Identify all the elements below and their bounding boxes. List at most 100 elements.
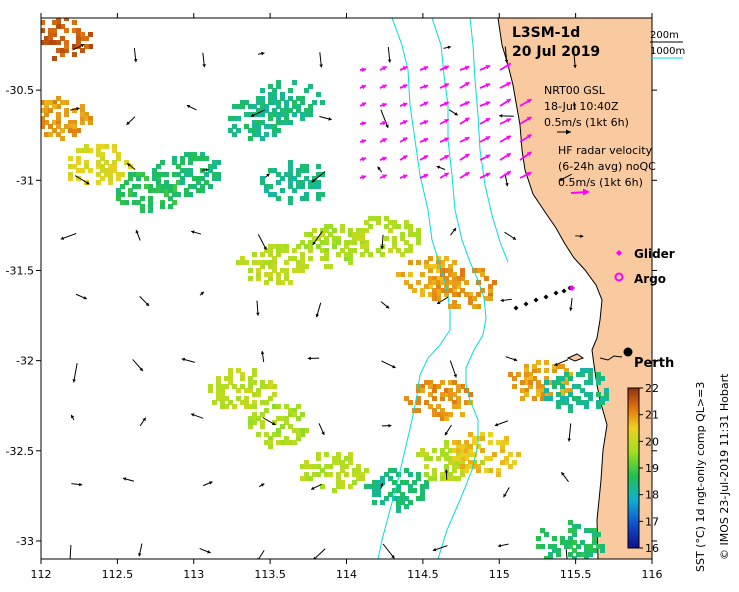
current-arrow	[257, 51, 265, 56]
colorbar-tick-label: 21	[645, 409, 659, 422]
radar-scale: 0.5m/s (1kt 6h)	[558, 176, 643, 189]
current-arrow	[436, 165, 446, 170]
current-arrow	[313, 548, 326, 559]
glider-position	[523, 301, 529, 307]
sst-patch	[41, 96, 93, 141]
sst-patch	[364, 468, 429, 513]
current-arrow	[419, 120, 429, 125]
y-axis: -30.5 -31 -31.5 -32 -32.5 -33	[6, 84, 657, 548]
current-arrow	[181, 357, 195, 363]
current-arrow	[479, 154, 491, 161]
perth-label: Perth	[634, 356, 674, 371]
current-arrow	[379, 137, 388, 143]
current-arrow	[499, 62, 512, 71]
current-arrow	[439, 101, 450, 107]
current-arrow	[439, 154, 450, 161]
current-arrow	[399, 84, 408, 89]
current-arrow	[379, 65, 388, 71]
current-arrow	[519, 98, 532, 107]
x-tick-label: 113	[183, 568, 204, 581]
current-arrow	[419, 66, 429, 71]
current-arrow	[499, 114, 514, 118]
current-arrow	[479, 101, 491, 107]
current-arrow	[138, 543, 143, 557]
current-arrow	[312, 231, 323, 246]
current-arrow	[202, 52, 206, 68]
sst-patch	[300, 452, 369, 493]
glider-position	[561, 288, 567, 294]
colorbar-tick-label: 17	[645, 515, 659, 528]
current-arrow	[359, 67, 367, 73]
current-arrow	[380, 301, 390, 309]
current-arrow	[439, 172, 450, 179]
current-arrow	[260, 350, 265, 362]
current-arrow	[201, 167, 209, 172]
current-arrow	[359, 121, 367, 126]
current-arrow	[499, 170, 512, 179]
current-arrow	[439, 65, 450, 71]
current-arrow	[75, 293, 88, 300]
current-arrow	[382, 543, 395, 559]
x-tick-label: 116	[642, 568, 663, 581]
current-arrow	[479, 82, 491, 89]
y-tick-label: -31.5	[6, 264, 34, 277]
current-arrow	[122, 477, 135, 482]
current-arrow	[74, 175, 90, 185]
current-arrow	[459, 65, 470, 71]
colorbar-tick-label: 18	[645, 489, 659, 502]
current-arrow	[499, 98, 512, 107]
current-arrow	[567, 423, 572, 442]
current-arrow	[459, 153, 470, 161]
sst-patch	[41, 18, 93, 61]
radar-title: HF radar velocity	[558, 144, 653, 157]
current-arrow	[72, 43, 85, 51]
sst-layer	[41, 18, 609, 559]
current-arrow	[191, 230, 202, 235]
current-arrow	[315, 302, 322, 318]
current-arrow	[499, 135, 512, 143]
current-arrow	[262, 417, 276, 426]
current-arrow	[379, 120, 387, 126]
current-arrow	[444, 424, 452, 436]
credit-text: © IMOS 23-Jul-2019 11:31 Hobart	[718, 373, 731, 560]
colorbar-tick-label: 16	[645, 542, 659, 555]
product-title: L3SM-1d	[512, 25, 580, 41]
current-arrow	[264, 173, 270, 178]
current-arrow	[499, 81, 512, 89]
current-arrow	[436, 296, 449, 305]
current-arrow	[479, 117, 491, 125]
x-tick-label: 115	[489, 568, 510, 581]
current-arrow	[256, 300, 260, 316]
current-arrow	[190, 413, 204, 419]
current-arrow	[399, 102, 408, 108]
current-arrow	[497, 543, 509, 548]
current-arrow	[257, 234, 267, 251]
current-arrow	[319, 52, 323, 68]
current-arrow	[561, 471, 569, 483]
depth-label-200m: 200m	[650, 30, 679, 41]
sst-patch	[208, 368, 277, 409]
current-arrow	[439, 137, 450, 143]
current-arrow	[311, 171, 326, 183]
current-arrow	[399, 65, 408, 71]
current-arrow	[126, 162, 136, 170]
current-arrow	[503, 487, 510, 498]
current-arrow	[307, 356, 320, 361]
ship-scale: 0.5m/s (1kt 6h)	[544, 116, 629, 129]
radar-subtitle: (6-24h avg) noQC	[558, 160, 656, 173]
current-arrow	[377, 166, 383, 173]
current-arrow	[387, 46, 392, 63]
current-arrow	[500, 298, 512, 303]
current-arrow	[380, 234, 385, 250]
radar-scale-arrow	[570, 188, 590, 196]
y-tick-label: -31	[16, 174, 34, 187]
current-arrow	[399, 174, 408, 179]
current-arrow	[186, 104, 197, 111]
perth-marker[interactable]	[623, 347, 633, 357]
sst-patch	[248, 404, 309, 449]
x-tick-label: 113.5	[254, 568, 286, 581]
perth-coast-detail	[599, 355, 623, 361]
x-tick-label: 112	[31, 568, 52, 581]
current-arrow	[71, 482, 83, 487]
argo-legend-label: Argo	[634, 272, 666, 286]
